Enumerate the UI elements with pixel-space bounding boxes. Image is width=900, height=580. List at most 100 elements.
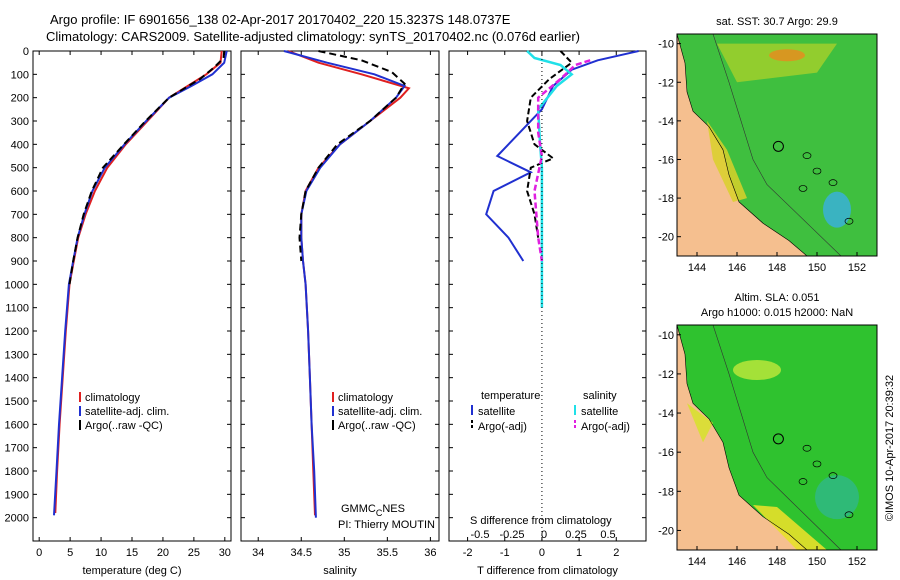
depth-tick-label: 600 <box>11 186 29 198</box>
depth-tick-label: 500 <box>11 163 29 175</box>
sst-map-title: sat. SST: 30.7 Argo: 29.9 <box>716 16 838 28</box>
temperature-series-satellite-adj-clim- <box>53 50 228 516</box>
temperature-xtick-label: 25 <box>188 547 200 559</box>
sla_map-ytick-label: -10 <box>658 330 674 342</box>
imos-watermark: ©IMOS 10-Apr-2017 20:39:32 <box>884 375 896 521</box>
temperature-legend-label: satellite-adj. clim. <box>85 406 169 418</box>
sla-map-title-1: Altim. SLA: 0.051 <box>735 292 820 304</box>
sla-high-north <box>733 360 781 380</box>
depth-tick-label: 1600 <box>5 419 29 431</box>
salinity-series-argo-raw-qc- <box>298 50 406 262</box>
salinity-legend-label: Argo(..raw -QC) <box>338 420 416 432</box>
difference-xtick-label: 0 <box>539 547 545 559</box>
depth-tick-label: 1800 <box>5 466 29 478</box>
depth-tick-label: 1000 <box>5 279 29 291</box>
sla_map-ytick-label: -16 <box>658 447 674 459</box>
depth-tick-label: 100 <box>11 69 29 81</box>
sla_map-xtick-label: 146 <box>728 556 746 568</box>
sst_map-ytick-label: -14 <box>658 116 674 128</box>
sst_map-ytick-label: -10 <box>658 39 674 51</box>
salinity-axes-box <box>240 50 440 542</box>
sla_map-xtick-label: 148 <box>768 556 786 568</box>
depth-tick-label: 0 <box>23 46 29 58</box>
temperature-xtick-label: 30 <box>219 547 231 559</box>
difference-series-temperature-argo-adj- <box>526 50 574 238</box>
sla_map-reef <box>812 460 822 468</box>
depth-tick-label: 700 <box>11 209 29 221</box>
temperature-xtick-label: 15 <box>126 547 138 559</box>
depth-tick-label: 1400 <box>5 373 29 385</box>
sst_map-xtick-label: 148 <box>768 262 786 274</box>
sla_map-reef <box>802 444 812 452</box>
sst_map-depth-contour <box>712 33 842 257</box>
salinity-series-satellite-adj-clim- <box>283 50 407 518</box>
difference-xlabel: T difference from climatology <box>477 565 618 577</box>
depth-tick-label: 800 <box>11 233 29 245</box>
difference-series-temperature-satellite <box>485 50 639 262</box>
sla_map-coastline <box>676 324 808 551</box>
depth-tick-label: 1900 <box>5 489 29 501</box>
difference-x2tick-label: 0.5 <box>600 529 615 541</box>
depth-tick-label: 2000 <box>5 513 29 525</box>
salinity-xtick-label: 34 <box>252 547 264 559</box>
sla-coastal-band <box>687 403 713 443</box>
depth-tick-label: 1700 <box>5 443 29 455</box>
difference-xtick-label: -1 <box>500 547 510 559</box>
salinity-xtick-label: 35.5 <box>377 547 398 559</box>
depth-tick-label: 1100 <box>5 303 29 315</box>
sst_map-reef <box>844 217 854 225</box>
sst_map-xtick-label: 150 <box>808 262 826 274</box>
title-line-2: Climatology: CARS2009. Satellite-adjuste… <box>46 29 581 44</box>
salinity-annotation: GMMCCNES <box>341 503 405 518</box>
depth-tick-label: 1500 <box>5 396 29 408</box>
sla_map-reef <box>828 472 838 480</box>
sst_map-reef <box>798 185 808 192</box>
sla_map-xtick-label: 152 <box>848 556 866 568</box>
difference-series-salinity-satellite <box>526 50 574 308</box>
salinity-legend-label: climatology <box>338 392 394 404</box>
sst_map-reef <box>802 152 812 159</box>
depth-tick-label: 900 <box>11 256 29 268</box>
salinity-xlabel: salinity <box>323 565 357 577</box>
difference-x2tick-label: 0.25 <box>565 529 586 541</box>
sla_map-reef <box>844 511 854 519</box>
sst_map-reef <box>812 167 822 175</box>
sst-cool-patch <box>823 191 851 228</box>
temperature-xtick-label: 20 <box>157 547 169 559</box>
sst_map-xtick-label: 146 <box>728 262 746 274</box>
temperature-axes-box <box>32 50 232 542</box>
salinity-xtick-label: 34.5 <box>291 547 312 559</box>
sst_map-map <box>676 33 878 257</box>
sst_map-argo-marker <box>772 140 784 152</box>
temperature-xtick-label: 5 <box>67 547 73 559</box>
sla_map-ytick-label: -20 <box>658 525 674 537</box>
sst_map-coastline <box>676 33 808 257</box>
difference-xtick-label: -2 <box>463 547 473 559</box>
sst_map-ytick-label: -12 <box>658 77 674 89</box>
temperature-xtick-label: 0 <box>36 547 42 559</box>
sst_map-ytick-label: -16 <box>658 154 674 166</box>
difference-xtick-label: 1 <box>576 547 582 559</box>
sla_map-ytick-label: -18 <box>658 486 674 498</box>
diff-legend-label: satellite <box>581 406 618 418</box>
sla-shelf-band <box>753 505 827 550</box>
diff-legend-label: satellite <box>478 406 515 418</box>
difference-xtick-label: 2 <box>613 547 619 559</box>
depth-tick-label: 1200 <box>5 326 29 338</box>
sst_map-ytick-label: -20 <box>658 232 674 244</box>
temperature-legend-label: climatology <box>85 392 141 404</box>
diff-legend-label: Argo(-adj) <box>581 421 630 433</box>
difference-x2tick-label: 0 <box>541 529 547 541</box>
sla_map-depth-contour <box>712 324 842 551</box>
difference-x2label: S difference from climatology <box>470 515 612 527</box>
temperature-legend-label: Argo(..raw -QC) <box>85 420 163 432</box>
difference-series-salinity-argo-adj- <box>533 59 591 262</box>
temperature-xtick-label: 10 <box>95 547 107 559</box>
difference-x2tick-label: -0.5 <box>471 529 490 541</box>
sst-shelf-band <box>707 120 747 202</box>
depth-tick-label: 400 <box>11 139 29 151</box>
temperature-series-climatology <box>54 50 223 514</box>
diff-legend-temperature-title: temperature <box>481 390 540 402</box>
difference-x2tick-label: -0.25 <box>499 529 524 541</box>
